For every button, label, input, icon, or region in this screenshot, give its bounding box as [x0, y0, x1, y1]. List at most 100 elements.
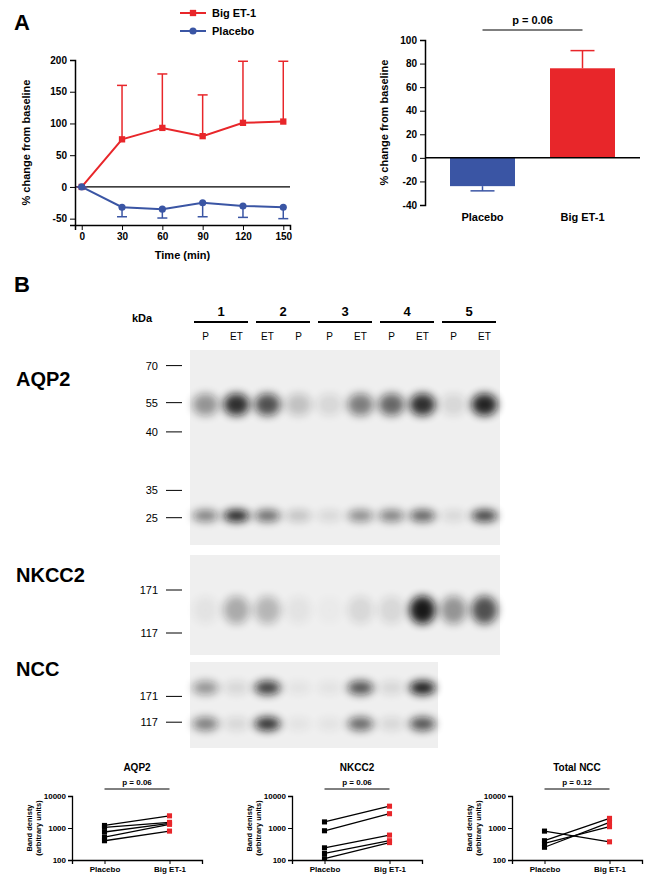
axis-title: % change from baseline: [378, 60, 390, 186]
marker-tick: [166, 633, 182, 634]
axis-title: Band denisty: [25, 804, 34, 852]
axis-line: [73, 861, 203, 865]
marker-label: 40: [146, 426, 158, 438]
data-point: [322, 819, 327, 824]
lane-underline: [380, 321, 434, 323]
marker-label: 171: [140, 584, 158, 596]
error-cap: [278, 218, 288, 220]
axis-title: (arbitrary units): [474, 800, 483, 856]
data-point: [322, 828, 327, 833]
data-point: [280, 204, 287, 211]
tick-label: 100: [53, 856, 67, 865]
blot-band: [410, 394, 436, 416]
axis-title: (arbitrary units): [34, 800, 43, 856]
tick-mark: [508, 796, 512, 797]
error-cap: [198, 216, 208, 218]
blot-band: [224, 717, 250, 731]
tick-mark: [420, 87, 425, 88]
tick-label: Big ET-1: [560, 211, 604, 223]
error-stem: [283, 61, 285, 121]
tick-mark: [70, 92, 75, 93]
data-point: [119, 136, 125, 142]
blot-band: [472, 596, 498, 624]
tick: 60: [157, 225, 169, 242]
tick-label: 100: [493, 856, 507, 865]
data-point: [159, 125, 165, 131]
error-bar: [117, 85, 127, 139]
marker-tick: [166, 696, 182, 697]
blot-band: [224, 394, 250, 416]
axis-title: Band denisty: [245, 804, 254, 852]
axis-line: [70, 61, 76, 226]
error-cap: [238, 61, 248, 63]
tick: 1000: [268, 824, 292, 833]
zero-line: [425, 157, 640, 159]
tick-label: Big ET-1: [154, 865, 187, 874]
tick-mark: [508, 828, 512, 829]
blot-band: [317, 510, 343, 522]
data-point: [167, 813, 172, 818]
data-point: [387, 840, 392, 845]
tick-label: Placebo: [530, 865, 561, 874]
annotation: p = 0.06: [512, 14, 553, 26]
tick-label: 50: [56, 150, 68, 161]
tick-mark: [68, 828, 72, 829]
error-cap: [198, 94, 208, 96]
tick-label: 100: [50, 118, 67, 129]
tick-mark: [420, 64, 425, 65]
tick-label: Big ET-1: [594, 865, 627, 874]
tick-label: 1000: [488, 824, 506, 833]
significance-bracket: [483, 29, 583, 30]
error-cap: [117, 85, 127, 87]
tick: 1000: [488, 824, 512, 833]
error-bar: [238, 61, 248, 123]
significance-bracket: [545, 789, 610, 790]
tick: 0: [61, 182, 75, 193]
tick-label: 1000: [268, 824, 286, 833]
chart-title: AQP2: [123, 762, 151, 773]
data-point: [240, 120, 246, 126]
lane-underline: [442, 321, 496, 323]
blot-name: AQP2: [16, 368, 70, 390]
blot-band: [255, 394, 281, 416]
series-line: [325, 814, 390, 831]
marker-label: 117: [140, 627, 158, 639]
axis: Placebo Big ET-1: [73, 860, 203, 874]
blot-band: [193, 596, 219, 624]
series-line: [325, 843, 390, 859]
data-point: [607, 839, 612, 844]
tick-label: 1000: [48, 824, 66, 833]
data-point: [280, 118, 286, 124]
data-point: [102, 825, 107, 830]
tick-label: -40: [403, 200, 418, 211]
annotation: p = 0.12: [562, 778, 592, 787]
data-point: [78, 183, 85, 190]
tick-label: 100: [273, 856, 287, 865]
data-point: [322, 856, 327, 860]
blot-band: [441, 596, 467, 624]
tick-label: -20: [403, 176, 418, 187]
tick: Big ET-1: [594, 860, 627, 874]
tick: 40: [406, 105, 425, 116]
tick: 100: [493, 856, 512, 865]
tick-mark: [122, 225, 123, 230]
error-bar: [278, 61, 288, 121]
data-point: [159, 206, 166, 213]
data-point: [542, 829, 547, 834]
tick-mark: [162, 225, 163, 230]
error-stem: [202, 95, 204, 136]
series-line: [325, 841, 390, 854]
axis-line: [293, 861, 423, 865]
tick-label: 150: [275, 231, 292, 242]
blot-band: [441, 510, 467, 522]
blot-background: [190, 555, 500, 655]
tick-label: 200: [50, 55, 67, 66]
error-stem: [121, 85, 123, 139]
tick-label: Placebo: [90, 865, 121, 874]
lane-label: 5: [465, 304, 472, 319]
axis: 100100010000: [44, 792, 73, 865]
series-line: [105, 831, 170, 841]
axis-line: [68, 797, 73, 861]
tick-mark: [420, 40, 425, 41]
bar: [450, 158, 515, 186]
